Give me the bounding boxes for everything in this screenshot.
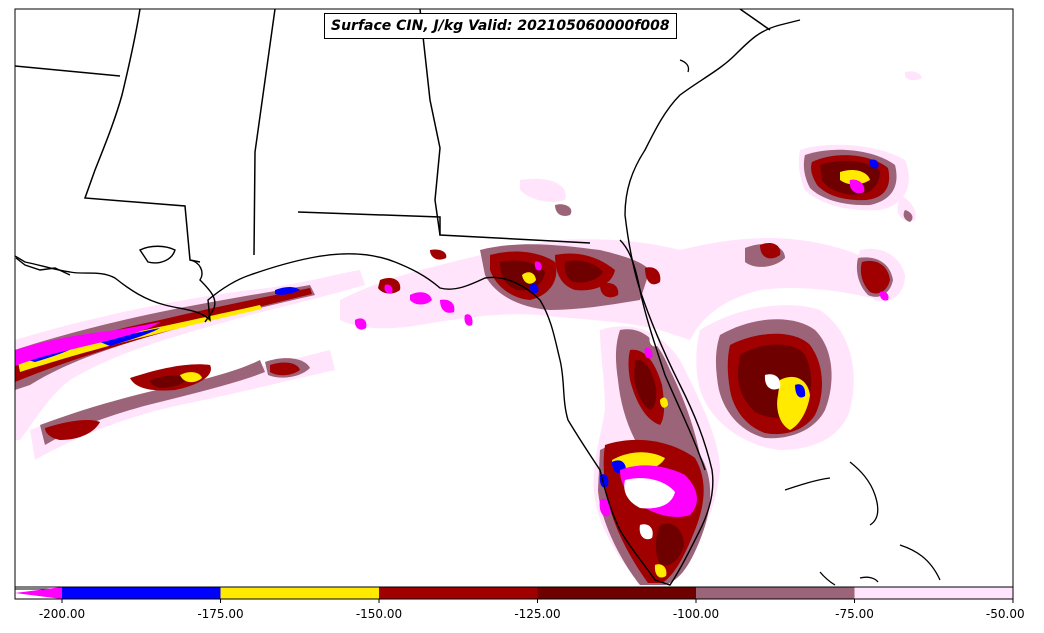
colorbar-bin-0 <box>62 587 221 599</box>
coastlines <box>15 19 801 586</box>
colorbar-bin-1 <box>220 587 379 599</box>
colorbar-frame <box>14 586 1014 600</box>
cin-contours <box>15 9 941 586</box>
map-title: Surface CIN, J/kg Valid: 202105060000f00… <box>324 13 677 39</box>
colorbar-tick-label-6: -50.00 <box>985 607 1025 621</box>
colorbar-bin-3 <box>537 587 696 599</box>
colorbar-bin-2 <box>379 587 538 599</box>
islands <box>679 59 941 586</box>
colorbar-under-arrow <box>15 587 62 599</box>
colorbar-tick-label-5: -75.00 <box>835 607 874 621</box>
colorbar-tick-label-2: -150.00 <box>355 607 403 621</box>
state-borders <box>15 9 771 263</box>
colorbar <box>14 586 1014 603</box>
colorbar-tick-label-0: -200.00 <box>38 607 86 621</box>
colorbar-bin-5 <box>854 587 1013 599</box>
colorbar-tick-label-4: -100.00 <box>672 607 720 621</box>
colorbar-tick-label-1: -175.00 <box>197 607 244 621</box>
colorbar-bin-4 <box>696 587 855 599</box>
colorbar-tick-label-3: -125.00 <box>514 607 561 621</box>
cin-contour-holes <box>624 334 781 540</box>
